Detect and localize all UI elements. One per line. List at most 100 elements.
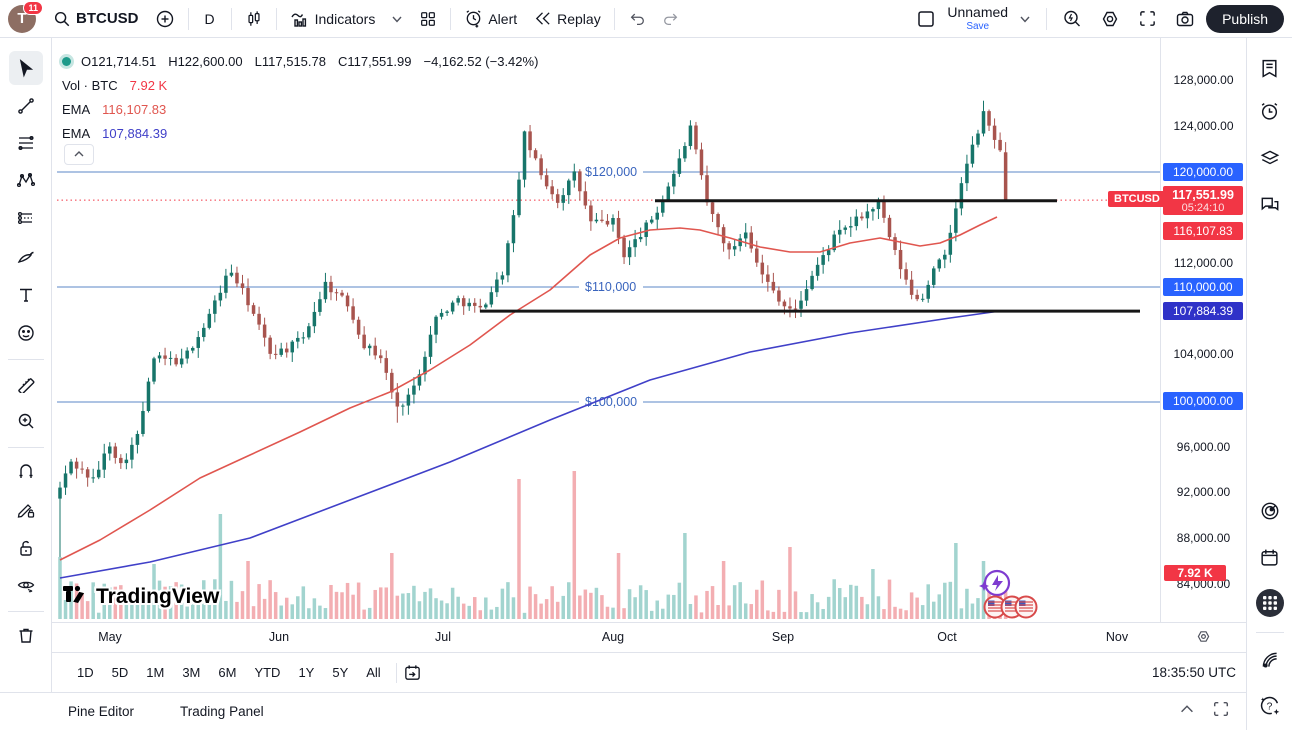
layout-dropdown-chevron[interactable] xyxy=(1012,9,1038,29)
panel-maximize-icon[interactable] xyxy=(1212,700,1230,723)
indicator-templates-button[interactable] xyxy=(412,6,444,32)
level-label[interactable]: $120,000 xyxy=(585,165,637,179)
chevron-down-icon xyxy=(391,13,403,25)
price-scale[interactable]: 117,551.99 05:24:10 116,107.83 7.92 K 12… xyxy=(1160,38,1246,622)
trend-line-tool[interactable] xyxy=(9,89,43,123)
session-clock[interactable]: 18:35:50 UTC xyxy=(1151,665,1236,680)
brush-tool[interactable] xyxy=(9,240,43,274)
gear-icon xyxy=(1100,9,1120,29)
time-axis[interactable]: May Jun Jul Aug Sep Oct Nov xyxy=(52,622,1246,652)
range-button-6m[interactable]: 6M xyxy=(211,660,243,685)
last-price-value: 117,551.99 xyxy=(1172,188,1234,202)
screener-icon[interactable] xyxy=(1253,494,1287,528)
drawing-mode-tool[interactable] xyxy=(9,493,43,527)
legend-collapse-button[interactable] xyxy=(64,144,94,165)
ohlc-row[interactable]: O121,714.51 H122,600.00 L117,515.78 C117… xyxy=(62,49,544,73)
high-value: H122,600.00 xyxy=(168,53,243,69)
apps-grid-icon[interactable] xyxy=(1253,586,1287,620)
zoom-in-tool[interactable] xyxy=(9,404,43,438)
range-button-5d[interactable]: 5D xyxy=(105,660,136,685)
pattern-tool[interactable] xyxy=(9,163,43,197)
date-range-bar: 1D 5D 1M 3M 6M YTD 1Y 5Y All 18:35:50 UTC xyxy=(52,652,1246,692)
time-axis-month: Nov xyxy=(1105,630,1129,644)
help-icon[interactable]: ? xyxy=(1253,688,1287,722)
indicators-dropdown-chevron[interactable] xyxy=(384,9,410,29)
price-tick: 104,000.00 xyxy=(1173,347,1234,361)
time-axis-month: Aug xyxy=(601,630,625,644)
symbol-search-button[interactable]: BTCUSD xyxy=(46,6,146,32)
chart-stickers[interactable] xyxy=(979,569,1038,619)
range-button-5y[interactable]: 5Y xyxy=(325,660,355,685)
trading-panel-button[interactable]: Trading Panel xyxy=(172,698,272,725)
range-button-all[interactable]: All xyxy=(359,660,387,685)
quick-search-icon xyxy=(1062,9,1082,29)
layout-name-button[interactable]: Unnamed Save xyxy=(947,4,1008,32)
ema-slow-row[interactable]: EMA 107,884.39 xyxy=(62,121,544,145)
chat-icon[interactable] xyxy=(1253,188,1287,222)
replay-button[interactable]: Replay xyxy=(526,5,608,32)
indicators-button[interactable]: Indicators xyxy=(283,5,383,33)
level-label[interactable]: $100,000 xyxy=(585,395,637,409)
redo-button[interactable] xyxy=(655,6,687,32)
quick-search-button[interactable] xyxy=(1055,5,1089,33)
axis-settings-icon[interactable] xyxy=(1195,628,1212,648)
toolbar-divider xyxy=(8,359,44,360)
candles-icon xyxy=(245,10,263,28)
chart-style-button[interactable] xyxy=(238,6,270,32)
publish-button[interactable]: Publish xyxy=(1206,4,1284,33)
magnet-tool[interactable] xyxy=(9,455,43,489)
layout-select-button[interactable] xyxy=(909,5,943,33)
lock-drawings-tool[interactable] xyxy=(9,531,43,565)
ema-slow-price-badge: 107,884.39 xyxy=(1163,302,1243,320)
range-button-1m[interactable]: 1M xyxy=(139,660,171,685)
pine-editor-button[interactable]: Pine Editor xyxy=(60,698,142,725)
low-value: L117,515.78 xyxy=(254,53,326,69)
range-button-ytd[interactable]: YTD xyxy=(247,660,287,685)
layout-save-link[interactable]: Save xyxy=(966,20,990,32)
toolbar-divider xyxy=(1046,7,1048,30)
series-marker-dot xyxy=(62,56,71,66)
timeframe-button[interactable]: D xyxy=(195,7,225,31)
user-avatar[interactable]: T 11 xyxy=(8,0,43,33)
calendar-icon[interactable] xyxy=(1253,540,1287,574)
undo-button[interactable] xyxy=(621,6,653,32)
go-to-date-button[interactable] xyxy=(403,663,422,682)
fullscreen-button[interactable] xyxy=(1131,5,1164,32)
level-label[interactable]: $110,000 xyxy=(585,280,636,294)
news-feed-icon[interactable] xyxy=(1253,643,1287,677)
screenshot-button[interactable] xyxy=(1168,5,1202,33)
settings-button[interactable] xyxy=(1093,5,1127,33)
symbol-price-line-label: BTCUSD xyxy=(1108,191,1166,207)
forecast-tool[interactable] xyxy=(9,201,43,235)
volume-label: Vol · BTC xyxy=(62,77,118,93)
emoji-tool[interactable] xyxy=(9,316,43,350)
indicators-label: Indicators xyxy=(314,10,376,27)
alerts-panel-icon[interactable] xyxy=(1253,94,1287,128)
panel-expand-chevron[interactable] xyxy=(1178,700,1196,723)
toolbar-divider xyxy=(8,611,44,612)
grid-templates-icon xyxy=(419,10,437,28)
toolbar-divider xyxy=(613,7,615,30)
camera-icon xyxy=(1175,9,1195,29)
object-tree-icon[interactable] xyxy=(1253,141,1287,175)
range-button-3m[interactable]: 3M xyxy=(175,660,207,685)
text-tool[interactable] xyxy=(9,278,43,312)
price-tick: 88,000.00 xyxy=(1176,531,1231,545)
range-button-1d[interactable]: 1D xyxy=(70,660,101,685)
compare-add-button[interactable] xyxy=(148,5,182,33)
cursor-tool[interactable] xyxy=(8,51,43,85)
hide-drawings-tool[interactable] xyxy=(9,569,43,603)
chevron-down-icon xyxy=(1019,13,1031,25)
replay-label: Replay xyxy=(557,10,601,27)
fib-retracement-tool[interactable] xyxy=(9,126,43,160)
price-chart-canvas[interactable]: $120,000 $110,000 $100,000 xyxy=(57,40,1160,622)
volume-row[interactable]: Vol · BTC 7.92 K xyxy=(62,73,544,97)
price-tick: 92,000.00 xyxy=(1176,485,1231,499)
chart-area[interactable]: $120,000 $110,000 $100,000 O121,714.51 H12… xyxy=(52,38,1246,692)
watchlist-icon[interactable] xyxy=(1253,51,1287,85)
measure-tool[interactable] xyxy=(9,366,43,400)
range-button-1y[interactable]: 1Y xyxy=(291,660,321,685)
ema-fast-row[interactable]: EMA 116,107.83 xyxy=(62,97,544,121)
alert-button[interactable]: Alert xyxy=(457,5,524,32)
delete-drawings-tool[interactable] xyxy=(9,618,43,652)
